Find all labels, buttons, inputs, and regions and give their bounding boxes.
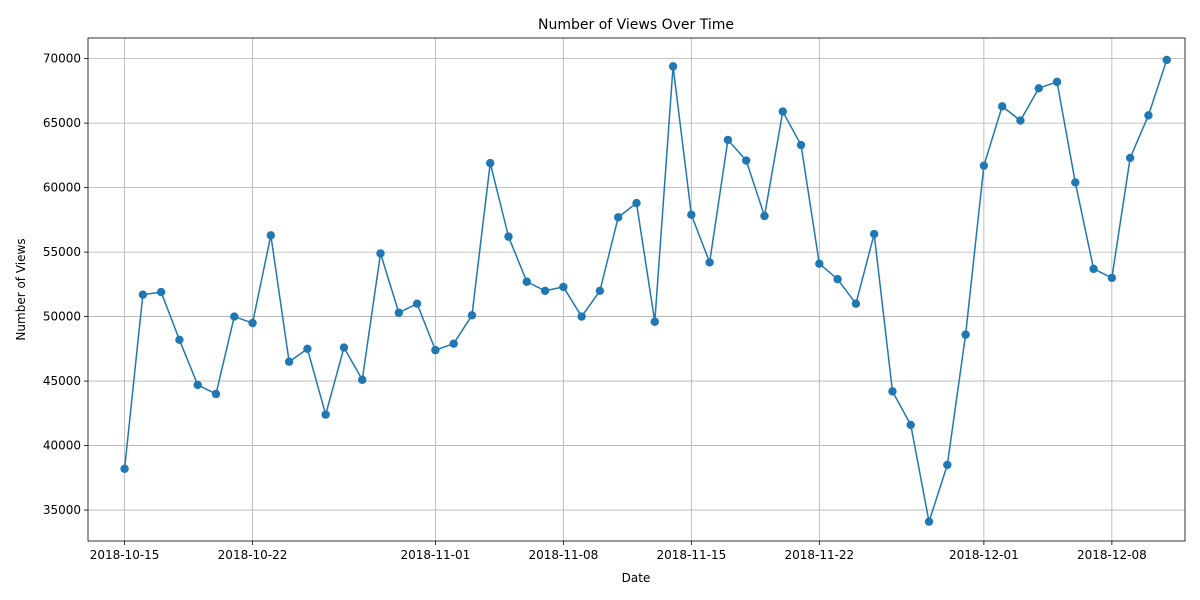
data-point	[778, 107, 787, 116]
data-point	[577, 312, 586, 321]
data-point	[1052, 77, 1062, 87]
data-point	[742, 156, 751, 165]
data-point	[266, 231, 276, 240]
y-tick-label: 45000	[43, 374, 81, 388]
y-tick-label: 55000	[43, 245, 81, 259]
data-point	[1016, 116, 1025, 125]
data-point	[595, 286, 605, 295]
x-axis-label: Date	[622, 571, 651, 585]
data-point	[906, 420, 915, 430]
series-views	[120, 55, 1171, 526]
data-point	[358, 375, 367, 384]
data-point	[303, 344, 312, 354]
data-point	[1107, 273, 1117, 283]
y-tick-label: 70000	[43, 52, 81, 66]
data-point	[815, 259, 824, 268]
x-tick-label: 2018-11-08	[528, 548, 598, 562]
y-tick-label: 65000	[43, 116, 81, 130]
data-point	[943, 460, 952, 470]
y-axis-label: Number of Views	[14, 238, 28, 340]
data-point	[1125, 153, 1135, 163]
chart-title: Number of Views Over Time	[538, 17, 734, 33]
data-point	[138, 290, 148, 299]
series-line	[123, 59, 1168, 523]
data-point	[687, 210, 696, 219]
data-point	[833, 274, 842, 284]
data-point	[120, 464, 129, 473]
y-tick-label: 50000	[43, 310, 81, 324]
data-point	[1071, 178, 1080, 187]
data-point	[376, 249, 385, 258]
x-tick-label: 2018-12-01	[949, 548, 1019, 562]
data-point	[1144, 111, 1153, 120]
data-point	[540, 286, 550, 295]
data-point	[467, 311, 477, 320]
x-tick-label: 2018-10-15	[90, 548, 160, 562]
data-point	[1089, 264, 1098, 274]
data-point	[851, 299, 861, 308]
data-point	[668, 62, 678, 71]
data-point	[175, 335, 184, 344]
data-point	[650, 317, 659, 326]
data-point	[156, 287, 166, 297]
data-point	[997, 102, 1007, 111]
plot-frame	[87, 37, 1186, 542]
data-point	[869, 229, 879, 239]
data-point	[193, 380, 202, 390]
data-point	[284, 357, 294, 366]
data-point	[211, 389, 221, 399]
y-tick-label: 35000	[43, 503, 81, 517]
data-point	[504, 232, 513, 241]
y-axis: 35000 40000 45000 50000 55000 60000 65000 70000	[43, 52, 88, 517]
data-point	[248, 318, 257, 328]
data-point	[339, 343, 349, 352]
data-point	[924, 517, 934, 526]
data-point	[431, 345, 440, 355]
data-point	[723, 135, 733, 145]
data-point	[705, 258, 714, 267]
y-tick-label: 60000	[43, 181, 81, 195]
x-tick-label: 2018-11-15	[656, 548, 726, 562]
data-point	[321, 410, 330, 419]
data-point	[632, 198, 641, 208]
data-point	[1162, 55, 1171, 65]
data-point	[486, 158, 495, 168]
data-point	[394, 308, 404, 317]
data-point	[559, 282, 568, 292]
data-point	[230, 312, 239, 321]
data-point	[522, 277, 531, 286]
data-point	[1034, 84, 1043, 93]
data-point	[449, 339, 458, 348]
data-point	[796, 140, 806, 150]
x-tick-label: 2018-12-08	[1077, 548, 1147, 562]
data-point	[961, 330, 970, 339]
grid	[88, 38, 1185, 541]
data-point	[888, 387, 897, 396]
y-tick-label: 40000	[43, 439, 81, 453]
data-point	[412, 299, 422, 308]
data-point	[760, 211, 769, 221]
x-axis: 2018-10-15 2018-10-22 2018-11-01 2018-11-08…	[90, 541, 1147, 562]
x-tick-label: 2018-11-22	[784, 548, 854, 562]
x-tick-label: 2018-11-01	[401, 548, 471, 562]
data-point	[614, 213, 623, 222]
x-tick-label: 2018-10-22	[218, 548, 288, 562]
data-point	[979, 161, 989, 170]
